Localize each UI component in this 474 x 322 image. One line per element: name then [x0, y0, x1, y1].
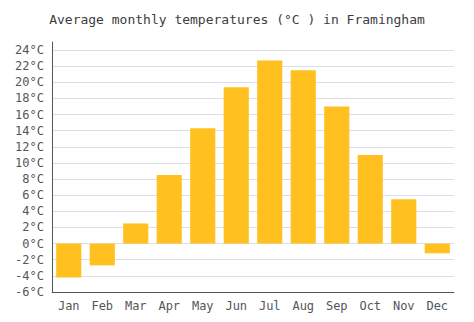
svg-text:-4°C: -4°C	[15, 269, 44, 283]
svg-text:Average monthly temperatures (: Average monthly temperatures (°C ) in Fr…	[49, 12, 425, 27]
svg-text:Jun: Jun	[225, 299, 247, 313]
svg-text:8°C: 8°C	[22, 172, 44, 186]
svg-text:20°C: 20°C	[15, 75, 44, 89]
svg-text:18°C: 18°C	[15, 91, 44, 105]
svg-text:24°C: 24°C	[15, 43, 44, 57]
svg-text:10°C: 10°C	[15, 156, 44, 170]
svg-text:2°C: 2°C	[22, 220, 44, 234]
svg-text:Dec: Dec	[426, 299, 448, 313]
svg-text:6°C: 6°C	[22, 188, 44, 202]
svg-text:Oct: Oct	[359, 299, 381, 313]
svg-text:Feb: Feb	[91, 299, 113, 313]
svg-text:-2°C: -2°C	[15, 253, 44, 267]
svg-text:16°C: 16°C	[15, 108, 44, 122]
svg-text:Aug: Aug	[292, 299, 314, 313]
svg-text:Apr: Apr	[158, 299, 180, 313]
svg-text:Sep: Sep	[326, 299, 348, 313]
svg-text:Jan: Jan	[58, 299, 80, 313]
svg-text:22°C: 22°C	[15, 59, 44, 73]
svg-text:Jul: Jul	[259, 299, 281, 313]
svg-text:-6°C: -6°C	[15, 285, 44, 299]
svg-text:12°C: 12°C	[15, 140, 44, 154]
svg-text:Mar: Mar	[125, 299, 147, 313]
svg-text:4°C: 4°C	[22, 204, 44, 218]
svg-text:0°C: 0°C	[22, 237, 44, 251]
svg-text:Nov: Nov	[393, 299, 415, 313]
svg-text:May: May	[192, 299, 214, 313]
svg-text:14°C: 14°C	[15, 124, 44, 138]
